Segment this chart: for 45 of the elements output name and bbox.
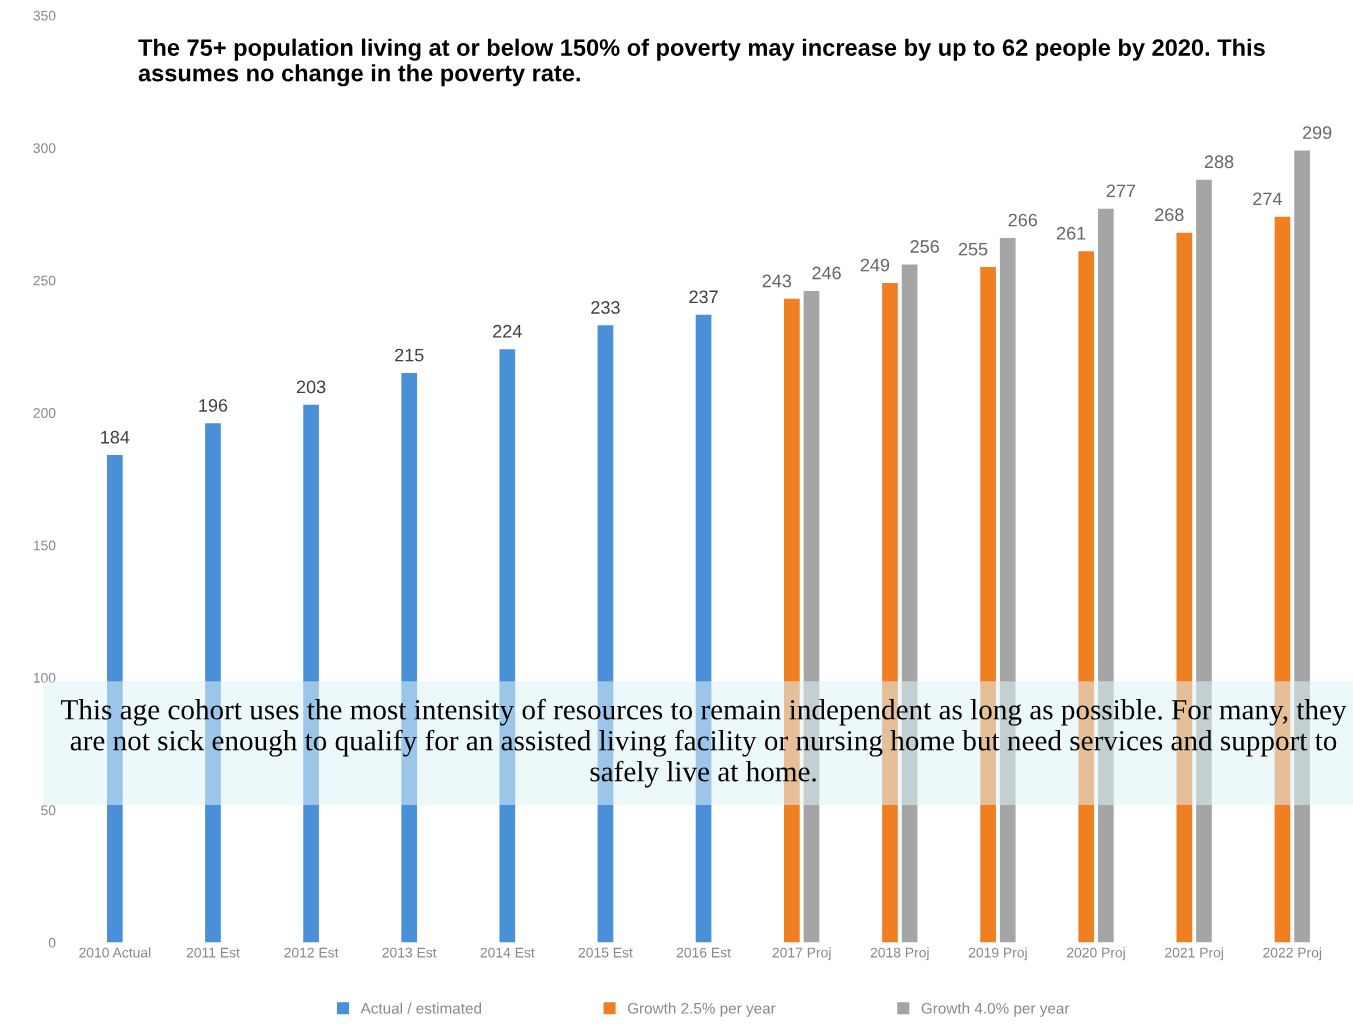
data-label: 299 — [1302, 126, 1332, 140]
y-tick-label: 300 — [33, 143, 56, 154]
data-label: 261 — [1057, 226, 1086, 240]
data-label: 215 — [395, 348, 424, 362]
data-label: 246 — [812, 266, 841, 280]
x-tick-label: 2022 Proj — [1263, 947, 1322, 961]
data-label: 268 — [1155, 208, 1184, 222]
x-tick-label: 2021 Proj — [1165, 947, 1223, 961]
data-label: 237 — [689, 290, 718, 304]
y-tick-label: 0 — [48, 937, 56, 948]
x-tick-label: 2012 Est — [284, 947, 339, 958]
text: The 75+ population living at or below 150% of poverty may increase by up to 62 people by 2020. This assumes no change in the poverty rate. — [138, 38, 1265, 87]
x-tick-label: 2018 Proj — [870, 947, 929, 961]
data-label: 203 — [296, 380, 326, 394]
x-tick-label: 2010 Actual — [79, 947, 151, 958]
data-label: 249 — [860, 258, 890, 272]
x-tick-label: 2020 Proj — [1067, 947, 1125, 961]
x-tick-label: 2016 Est — [676, 947, 731, 958]
y-tick-label: 350 — [33, 10, 56, 21]
data-label: 274 — [1253, 192, 1282, 206]
data-label: 184 — [101, 430, 130, 444]
x-tick-label: 2011 Est — [186, 947, 240, 958]
x-tick-label: 2013 Est — [382, 947, 437, 958]
y-tick-label: 150 — [33, 540, 56, 551]
legend-label: Actual / estimated — [360, 1002, 482, 1014]
y-tick-label: 100 — [33, 672, 56, 683]
data-label: 224 — [493, 324, 522, 338]
data-label: 255 — [958, 242, 988, 256]
data-label: 288 — [1204, 155, 1234, 169]
y-tick-label: 50 — [41, 805, 56, 816]
x-tick-label: 2015 Est — [578, 947, 633, 958]
data-label: 277 — [1106, 184, 1136, 198]
x-tick-label: 2014 Est — [480, 947, 535, 958]
x-tick-label: 2017 Proj — [772, 947, 831, 961]
y-tick-label: 200 — [33, 408, 56, 418]
data-label: 266 — [1008, 213, 1038, 227]
x-tick-label: 2019 Proj — [968, 947, 1027, 961]
data-label: 243 — [762, 274, 792, 288]
data-label: 196 — [199, 399, 228, 412]
annotation: This age cohort uses the most intensity of resources to remain independent as long as possible. For many, they are not sick enough to qualify for an assisted living facility or nursing home but need services and support to safely live at home. — [61, 698, 1347, 788]
legend-label: Growth 2.5% per year — [627, 1002, 776, 1017]
data-label: 233 — [591, 301, 620, 314]
y-tick-label: 250 — [33, 275, 56, 286]
data-label: 256 — [910, 240, 939, 253]
legend-label: Growth 4.0% per year — [921, 1002, 1070, 1017]
